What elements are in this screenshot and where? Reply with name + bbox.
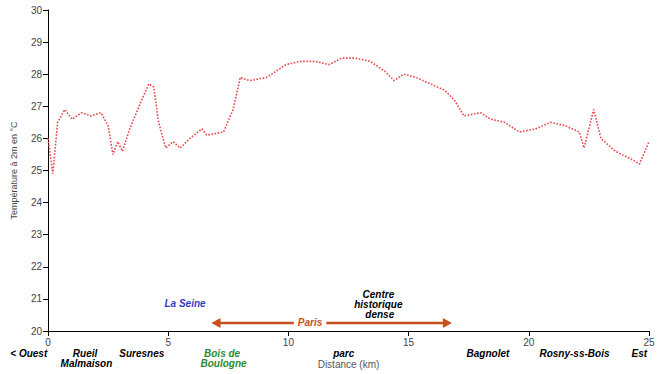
svg-text:< Ouest: < Ouest [10, 348, 48, 359]
svg-text:5: 5 [165, 337, 171, 348]
svg-text:Rosny-ss-Bois: Rosny-ss-Bois [539, 348, 609, 359]
svg-text:23: 23 [31, 229, 43, 240]
svg-text:Est: Est [632, 348, 648, 359]
svg-text:Température à 2m en °C: Température à 2m en °C [9, 121, 19, 220]
svg-text:Paris: Paris [298, 317, 323, 328]
svg-text:20: 20 [523, 337, 535, 348]
svg-text:parc: parc [332, 348, 355, 359]
svg-text:24: 24 [31, 197, 43, 208]
svg-text:Bois de: Bois de [204, 348, 243, 360]
svg-text:21: 21 [31, 293, 43, 304]
svg-text:10: 10 [283, 337, 295, 348]
svg-text:0: 0 [45, 337, 51, 348]
svg-text:Distance (km): Distance (km) [318, 359, 380, 370]
svg-text:29: 29 [31, 37, 43, 48]
svg-text:25: 25 [31, 165, 43, 176]
svg-text:historique: historique [354, 298, 406, 310]
svg-text:28: 28 [31, 69, 43, 80]
svg-text:Suresnes: Suresnes [119, 348, 164, 359]
svg-text:20: 20 [31, 326, 43, 337]
svg-text:25: 25 [643, 337, 655, 348]
svg-text:La Seine: La Seine [164, 298, 206, 309]
svg-text:26: 26 [31, 133, 43, 144]
svg-text:15: 15 [403, 337, 415, 348]
svg-text:Bagnolet: Bagnolet [467, 348, 510, 359]
svg-text:Rueil: Rueil [72, 348, 101, 360]
svg-text:30: 30 [31, 5, 43, 16]
svg-text:dense: dense [365, 309, 394, 320]
svg-text:27: 27 [31, 101, 43, 112]
svg-text:Boulogne: Boulogne [200, 358, 247, 369]
svg-text:Malmaison: Malmaison [61, 358, 113, 369]
svg-text:Centre: Centre [362, 288, 397, 300]
svg-text:22: 22 [31, 261, 43, 272]
